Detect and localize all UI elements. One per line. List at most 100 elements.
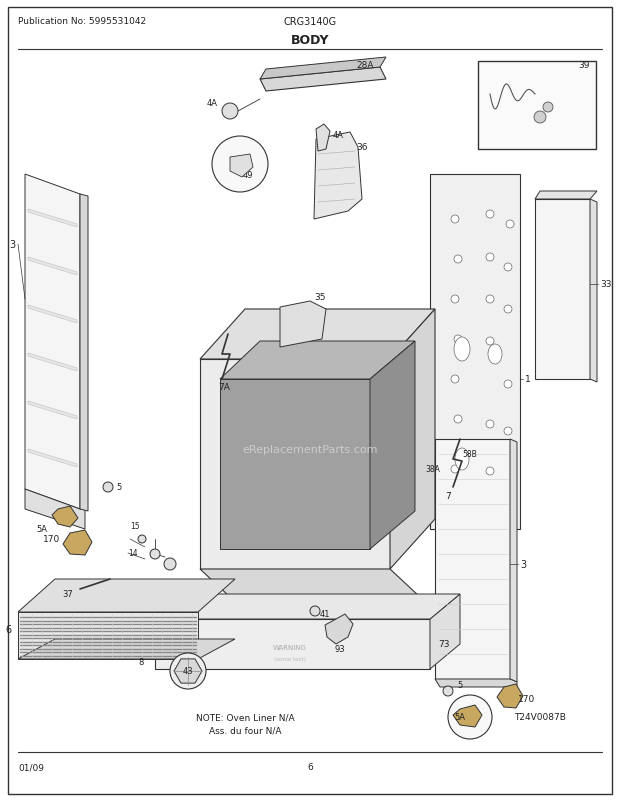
Polygon shape — [435, 679, 517, 687]
Polygon shape — [18, 639, 235, 659]
Text: NOTE: Oven Liner N/A: NOTE: Oven Liner N/A — [196, 713, 294, 722]
Text: 7A: 7A — [218, 383, 230, 392]
Text: 41: 41 — [320, 610, 330, 618]
Text: 6: 6 — [307, 763, 313, 772]
Circle shape — [454, 415, 462, 423]
Polygon shape — [200, 569, 435, 611]
Polygon shape — [200, 359, 390, 569]
Circle shape — [504, 427, 512, 435]
Bar — [478, 62, 596, 150]
Circle shape — [486, 420, 494, 428]
Polygon shape — [28, 354, 77, 371]
Polygon shape — [220, 379, 370, 549]
Circle shape — [103, 482, 113, 492]
Polygon shape — [28, 449, 77, 468]
Text: 93: 93 — [335, 645, 345, 654]
Text: eReplacementParts.com: eReplacementParts.com — [242, 444, 378, 455]
Circle shape — [543, 103, 553, 113]
Text: 01/09: 01/09 — [18, 763, 44, 772]
Text: 7: 7 — [445, 492, 451, 501]
Polygon shape — [510, 439, 517, 683]
Polygon shape — [155, 594, 460, 619]
Polygon shape — [25, 489, 85, 529]
Text: 4A: 4A — [333, 131, 344, 140]
Circle shape — [443, 687, 453, 696]
Text: 39: 39 — [578, 62, 590, 71]
Circle shape — [504, 380, 512, 388]
Polygon shape — [280, 302, 326, 347]
Circle shape — [506, 221, 514, 229]
Text: WARNING: WARNING — [273, 644, 307, 650]
Text: 28A: 28A — [356, 60, 373, 70]
Polygon shape — [28, 402, 77, 419]
Text: 8: 8 — [138, 658, 143, 666]
Polygon shape — [18, 579, 235, 612]
Polygon shape — [28, 257, 77, 276]
Circle shape — [504, 264, 512, 272]
Text: Ass. du four N/A: Ass. du four N/A — [209, 726, 281, 735]
Polygon shape — [25, 175, 80, 509]
Polygon shape — [325, 614, 353, 644]
Text: 37: 37 — [62, 589, 73, 599]
Text: CRG3140G: CRG3140G — [283, 17, 337, 27]
Circle shape — [454, 335, 462, 343]
Text: 5A: 5A — [36, 525, 47, 534]
Text: 14: 14 — [128, 549, 138, 558]
Circle shape — [451, 296, 459, 304]
Polygon shape — [435, 439, 510, 679]
Text: 6: 6 — [5, 624, 11, 634]
Text: 15: 15 — [130, 522, 140, 531]
Circle shape — [212, 137, 268, 192]
Circle shape — [486, 468, 494, 476]
Polygon shape — [535, 192, 597, 200]
Text: T24V0087B: T24V0087B — [514, 713, 566, 722]
Polygon shape — [316, 125, 330, 152]
Text: 38A: 38A — [425, 465, 440, 474]
Text: 33: 33 — [600, 280, 611, 290]
Text: 49: 49 — [243, 170, 253, 180]
Circle shape — [504, 306, 512, 314]
Text: 4A: 4A — [207, 99, 218, 108]
Circle shape — [486, 338, 494, 346]
Text: 170: 170 — [43, 535, 60, 544]
Polygon shape — [52, 506, 78, 528]
Circle shape — [486, 253, 494, 261]
Polygon shape — [314, 133, 362, 220]
Polygon shape — [200, 310, 435, 359]
Circle shape — [170, 653, 206, 689]
Polygon shape — [174, 659, 202, 683]
Circle shape — [310, 606, 320, 616]
Text: Publication No: 5995531042: Publication No: 5995531042 — [18, 18, 146, 26]
Polygon shape — [453, 705, 482, 727]
Circle shape — [486, 211, 494, 219]
Text: 36: 36 — [356, 144, 368, 152]
Circle shape — [138, 535, 146, 543]
Text: 58B: 58B — [462, 450, 477, 459]
Circle shape — [448, 695, 492, 739]
Polygon shape — [28, 210, 77, 228]
Circle shape — [164, 558, 176, 570]
Polygon shape — [28, 306, 77, 323]
Circle shape — [451, 375, 459, 383]
Ellipse shape — [488, 345, 502, 365]
Polygon shape — [220, 342, 415, 379]
Polygon shape — [18, 612, 198, 659]
Polygon shape — [260, 58, 386, 80]
Ellipse shape — [454, 338, 470, 362]
Text: BODY: BODY — [291, 34, 329, 47]
Circle shape — [454, 256, 462, 264]
Text: 3: 3 — [520, 559, 526, 569]
Polygon shape — [260, 68, 386, 92]
Text: 73: 73 — [438, 640, 450, 649]
Text: 5A: 5A — [454, 713, 466, 722]
Circle shape — [534, 111, 546, 124]
Text: 5: 5 — [116, 483, 122, 492]
Ellipse shape — [455, 448, 469, 471]
Text: 35: 35 — [314, 294, 326, 302]
Text: 3: 3 — [9, 240, 15, 249]
Polygon shape — [430, 594, 460, 669]
Polygon shape — [155, 619, 430, 669]
Polygon shape — [590, 200, 597, 383]
Text: (some text): (some text) — [274, 657, 306, 662]
Text: 5: 5 — [457, 681, 463, 690]
